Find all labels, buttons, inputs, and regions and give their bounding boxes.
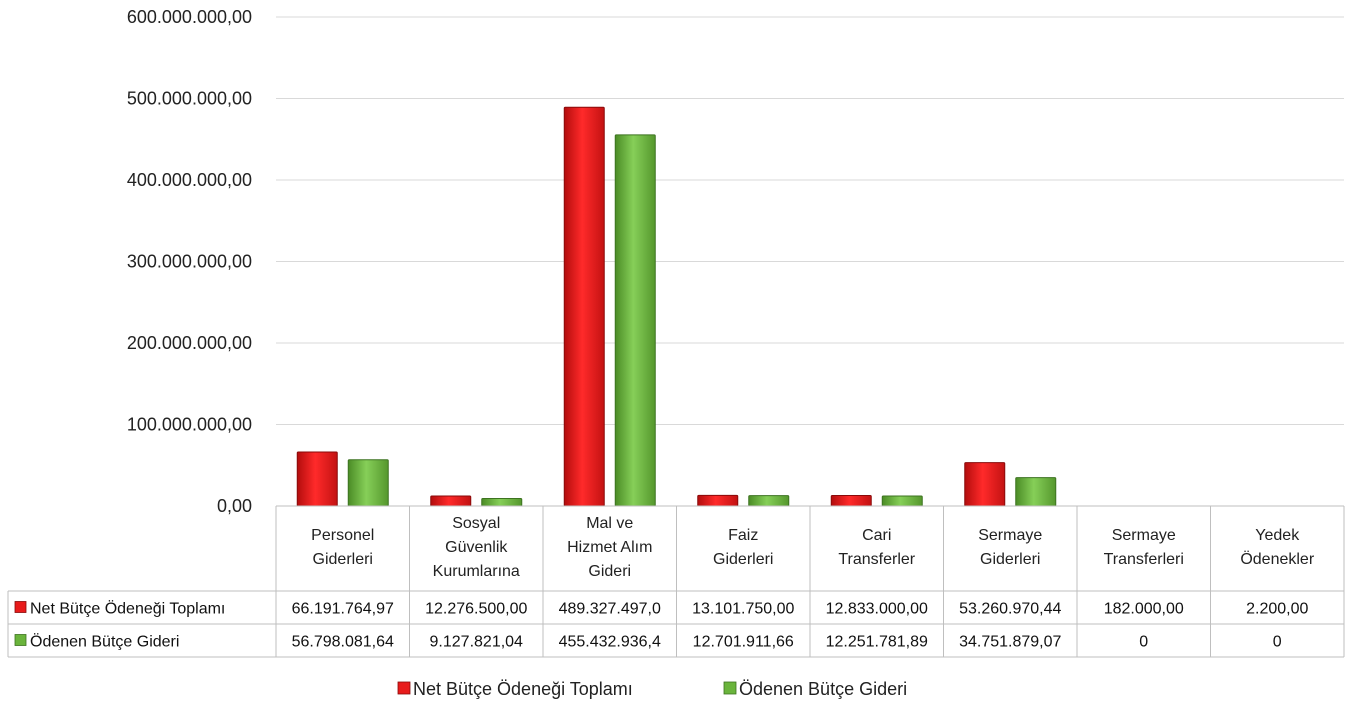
y-tick-label: 200.000.000,00 xyxy=(127,333,252,353)
legend-label: Ödenen Bütçe Gideri xyxy=(739,679,907,699)
bar-odenen-butce xyxy=(1015,477,1057,507)
y-tick-label: 100.000.000,00 xyxy=(127,415,252,435)
category-label: Sosyal xyxy=(452,515,500,532)
bar-net-butce xyxy=(563,106,605,507)
table-value-cell: 9.127.821,04 xyxy=(430,634,524,651)
table-value-cell: 12.701.911,66 xyxy=(693,634,794,651)
table-value-cell: 12.833.000,00 xyxy=(826,601,928,618)
y-axis-ticks: 0,00 100.000.000,00 200.000.000,00 300.000.… xyxy=(127,7,252,516)
table-series-swatch xyxy=(14,601,27,613)
table-value-cell: 489.327.497,0 xyxy=(559,601,661,618)
bar-odenen-butce xyxy=(614,134,656,507)
bar-net-butce xyxy=(697,494,739,507)
category-label: Giderleri xyxy=(313,551,373,568)
table-value-cell: 12.276.500,00 xyxy=(425,601,527,618)
y-tick-label: 0,00 xyxy=(217,496,252,516)
category-label: Faiz xyxy=(728,527,758,544)
category-label: Personel xyxy=(311,527,374,544)
table-value-cell: 13.101.750,00 xyxy=(692,601,794,618)
table-value-cell: 66.191.764,97 xyxy=(292,601,394,618)
category-label: Transferler xyxy=(838,551,915,568)
data-table: Personel Giderleri Sosyal Güvenlik Kurumları… xyxy=(7,505,1345,658)
bar-odenen-butce xyxy=(481,498,523,507)
category-label: Kurumlarına xyxy=(433,563,520,580)
legend: Net Bütçe Ödeneği Toplamı Ödenen Bütçe Gi… xyxy=(397,679,907,699)
table-value-cell: 2.200,00 xyxy=(1246,601,1308,618)
bar-net-butce xyxy=(430,495,472,507)
bar-odenen-butce xyxy=(347,459,389,507)
category-label: Transferleri xyxy=(1104,551,1184,568)
bar-net-butce xyxy=(964,462,1006,507)
gridlines xyxy=(276,16,1344,425)
table-series-name: Net Bütçe Ödeneği Toplamı xyxy=(30,600,225,618)
category-label: Cari xyxy=(862,527,891,544)
y-tick-label: 400.000.000,00 xyxy=(127,170,252,190)
bars xyxy=(296,106,1057,507)
table-value-cell: 455.432.936,4 xyxy=(559,634,661,651)
bar-net-butce xyxy=(830,495,872,507)
category-label: Giderleri xyxy=(980,551,1040,568)
table-value-cell: 34.751.879,07 xyxy=(959,634,1061,651)
table-value-cell: 53.260.970,44 xyxy=(959,601,1061,618)
category-label: Gideri xyxy=(588,563,631,580)
category-label: Sermaye xyxy=(978,527,1042,544)
category-label: Mal ve xyxy=(586,515,633,532)
y-tick-label: 500.000.000,00 xyxy=(127,89,252,109)
category-label: Sermaye xyxy=(1112,527,1176,544)
table-value-cell: 56.798.081,64 xyxy=(292,634,394,651)
category-label: Güvenlik xyxy=(445,539,508,556)
table-value-cell: 0 xyxy=(1139,634,1148,651)
table-value-cell: 0 xyxy=(1273,634,1282,651)
table-value-cell: 182.000,00 xyxy=(1104,601,1184,618)
y-tick-label: 600.000.000,00 xyxy=(127,7,252,27)
legend-label: Net Bütçe Ödeneği Toplamı xyxy=(413,679,633,699)
category-label: Ödenekler xyxy=(1240,550,1314,568)
legend-swatch xyxy=(723,681,737,695)
category-label: Giderleri xyxy=(713,551,773,568)
table-series-swatch xyxy=(14,634,27,646)
table-series-name: Ödenen Bütçe Gideri xyxy=(30,633,179,651)
y-tick-label: 300.000.000,00 xyxy=(127,252,252,272)
bar-odenen-butce xyxy=(881,495,923,507)
legend-swatch xyxy=(397,681,411,695)
bar-odenen-butce xyxy=(748,495,790,507)
table-value-cell: 12.251.781,89 xyxy=(826,634,928,651)
category-label: Hizmet Alım xyxy=(567,539,652,556)
category-label: Yedek xyxy=(1255,527,1300,544)
bar-net-butce xyxy=(296,451,338,507)
